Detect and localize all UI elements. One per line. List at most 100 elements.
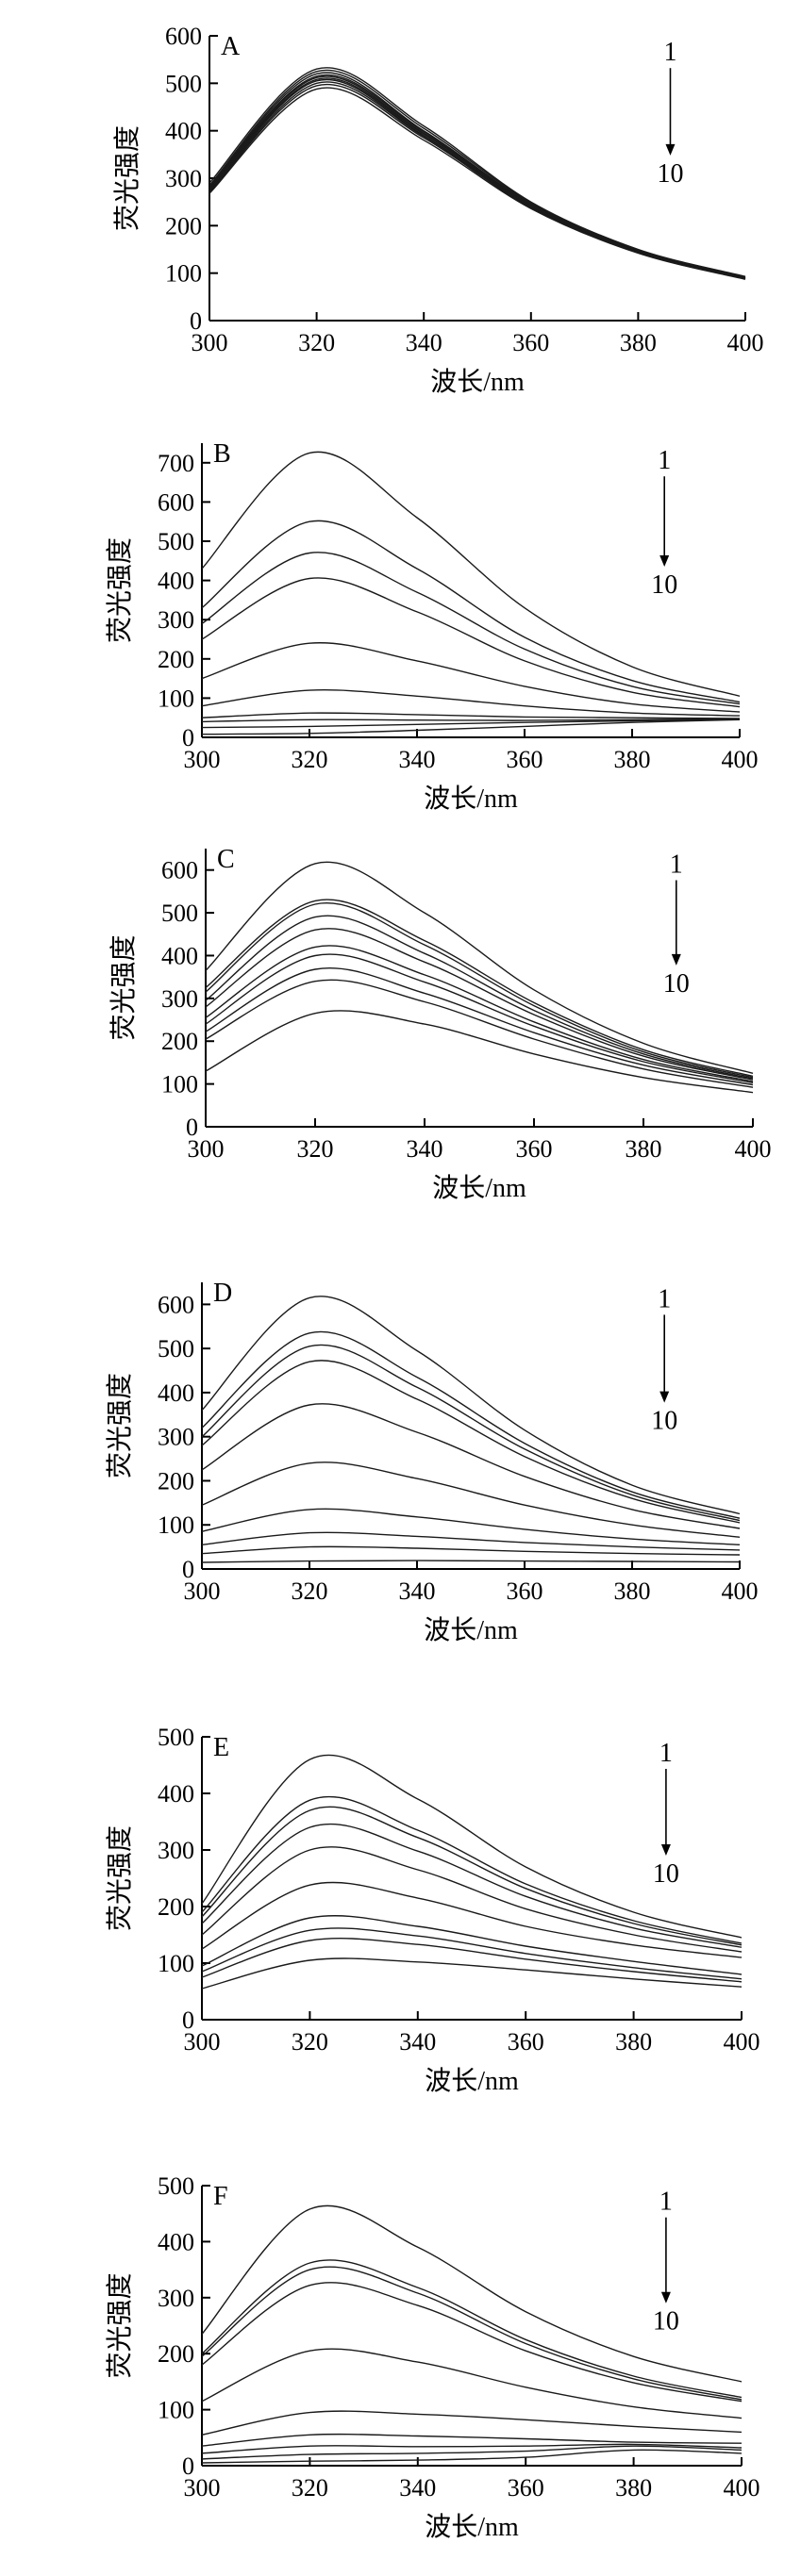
arrow-start-label: 1	[659, 1739, 673, 1768]
chart-panel-b: 300 320 340 360 380 400 0 100 200 300 400 500 600 700…	[105, 439, 759, 814]
y-tick-label: 100	[158, 1950, 194, 1977]
arrow-head	[659, 555, 670, 568]
x-tick-label: 340	[406, 329, 442, 356]
x-tick-label: 380	[614, 1577, 651, 1605]
y-tick-label: 400	[165, 118, 202, 145]
y-tick-label: 400	[158, 1379, 194, 1407]
y-tick-label: 200	[161, 1028, 198, 1055]
x-tick-label: 340	[399, 2028, 436, 2056]
x-tick-label: 300	[184, 1577, 221, 1605]
y-tick-label: 500	[165, 70, 202, 97]
series-line-6	[201, 1461, 741, 1538]
chart-panel-d: 300 320 340 360 380 400 0 100 200 300 400 500 600 D 波长…	[105, 1279, 759, 1645]
panel-label: A	[221, 32, 241, 61]
y-tick-label: 600	[165, 23, 202, 50]
x-tick-label: 360	[512, 329, 549, 356]
y-tick-label: 400	[158, 2228, 194, 2255]
series-line-9	[205, 979, 754, 1088]
series-line-5	[201, 2348, 743, 2419]
series-line-1	[201, 451, 741, 697]
x-tick-label: 400	[724, 2474, 760, 2502]
y-tick-label: 200	[158, 1467, 194, 1494]
y-tick-label: 300	[165, 165, 202, 192]
series-line-3	[205, 902, 754, 1079]
x-tick-label: 320	[292, 1577, 328, 1605]
y-tick-label: 400	[158, 1780, 194, 1808]
series-line-10	[201, 1560, 741, 1563]
x-tick-label: 360	[516, 1135, 553, 1163]
series-line-10	[201, 1957, 743, 1990]
series-line-4	[205, 915, 754, 1080]
y-tick-label: 0	[182, 2452, 194, 2480]
series-line-7	[201, 1915, 743, 1975]
panel-label: F	[213, 2182, 228, 2211]
series-line-4	[201, 1823, 743, 1948]
series-line-10	[201, 2449, 743, 2464]
arrow-end-label: 10	[653, 1859, 679, 1889]
arrow-end-label: 10	[653, 2307, 679, 2337]
arrow-start-label: 1	[658, 446, 671, 475]
x-tick-label: 380	[615, 2028, 652, 2056]
series-line-4	[201, 2282, 743, 2403]
arrow-head	[665, 143, 676, 156]
series-line-1	[201, 1754, 743, 1939]
x-tick-label: 360	[507, 1577, 543, 1605]
series-line-5	[201, 1846, 743, 1953]
series-line-7	[201, 712, 741, 719]
y-tick-label: 200	[158, 646, 194, 673]
x-tick-label: 320	[297, 1135, 334, 1163]
x-tick-label: 400	[735, 1135, 772, 1163]
x-axis-title: 波长/nm	[425, 2066, 519, 2096]
x-axis-title: 波长/nm	[430, 367, 525, 397]
chart-panel-a: 300 320 340 360 380 400 0 100 200 300 400 500 600 A 波长…	[112, 23, 764, 397]
series-line-6	[201, 689, 741, 717]
x-tick-label: 320	[292, 2474, 328, 2502]
x-tick-label: 380	[614, 746, 651, 773]
y-tick-label: 100	[161, 1071, 198, 1098]
y-tick-label: 300	[158, 606, 194, 634]
y-axis-title: 荧光强度	[108, 934, 139, 1040]
y-tick-label: 600	[158, 488, 194, 516]
series-line-5	[205, 928, 754, 1081]
x-tick-label: 360	[508, 2028, 544, 2056]
series-line-8	[201, 2443, 743, 2454]
series-line-3	[201, 1806, 743, 1946]
chart-panel-e: 300 320 340 360 380 400 0 100 200 300 400 500 E 波长/nm…	[105, 1724, 760, 2096]
arrow-start-label: 1	[658, 1284, 671, 1313]
y-tick-label: 600	[161, 857, 198, 884]
series-line-8	[201, 718, 741, 723]
series-line-2	[201, 1795, 743, 1944]
panel-label: D	[213, 1279, 232, 1308]
panel-label: E	[213, 1733, 229, 1762]
arrow-start-label: 1	[663, 38, 676, 67]
y-tick-label: 100	[158, 685, 194, 712]
series-line-6	[201, 2410, 743, 2436]
x-tick-label: 400	[727, 329, 764, 356]
series-line-2	[201, 520, 741, 703]
y-tick-label: 100	[165, 260, 202, 288]
series-line-9	[201, 2445, 743, 2460]
x-tick-label: 340	[399, 746, 436, 773]
y-tick-label: 500	[161, 900, 198, 927]
y-tick-label: 200	[165, 212, 202, 239]
series-line-1	[201, 2204, 743, 2383]
x-tick-label: 300	[188, 1135, 225, 1163]
series-line-8	[205, 967, 754, 1086]
arrow-end-label: 10	[651, 570, 677, 600]
y-axis-title: 荧光强度	[105, 1825, 135, 1931]
series-line-2	[201, 1330, 741, 1519]
arrow-head	[671, 953, 681, 966]
x-tick-label: 300	[184, 2474, 221, 2502]
x-tick-label: 300	[192, 329, 228, 356]
y-axis-title: 荧光强度	[105, 1373, 135, 1478]
series-line-4	[201, 1360, 741, 1524]
series-line-2	[205, 899, 754, 1078]
series-line-6	[205, 945, 754, 1082]
x-tick-label: 340	[399, 2474, 436, 2502]
chart-panel-f: 300 320 340 360 380 400 0 100 200 300 400 500 F 波长/nm…	[105, 2172, 760, 2542]
y-tick-label: 500	[158, 528, 194, 555]
series-line-2	[201, 2259, 743, 2399]
y-tick-label: 300	[158, 2285, 194, 2312]
arrow-end-label: 10	[663, 969, 690, 999]
y-tick-label: 0	[182, 1556, 194, 1583]
